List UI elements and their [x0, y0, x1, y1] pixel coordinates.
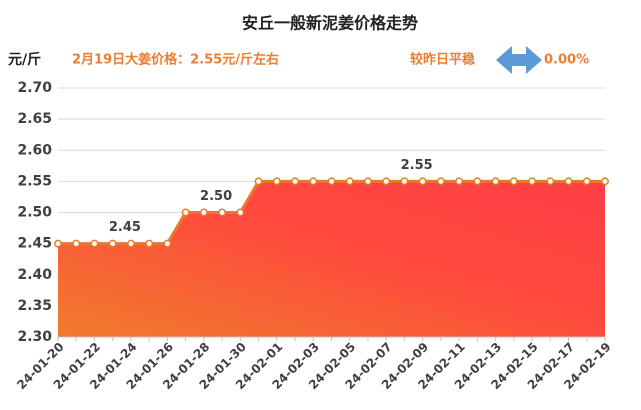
marker — [309, 177, 318, 186]
marker — [364, 177, 372, 186]
marker — [254, 177, 263, 186]
y-tick-label: 2.55 — [17, 173, 52, 189]
change-value: 0.00% — [544, 53, 589, 68]
marker — [199, 208, 208, 217]
marker — [582, 177, 591, 186]
marker — [145, 239, 154, 248]
marker — [382, 177, 391, 186]
marker — [546, 177, 555, 186]
y-tick-label: 2.30 — [17, 329, 52, 345]
marker — [108, 239, 117, 248]
value-label: 2.45 — [109, 220, 141, 235]
marker — [509, 177, 518, 186]
marker — [272, 177, 281, 186]
value-label: 2.55 — [401, 158, 433, 173]
marker — [455, 177, 464, 186]
change-label: 较昨日平稳 — [410, 52, 475, 68]
marker — [491, 177, 500, 186]
y-tick-label: 2.50 — [17, 205, 52, 221]
y-tick-label: 2.65 — [17, 111, 52, 127]
marker — [436, 177, 445, 186]
marker — [564, 177, 573, 186]
y-tick-label: 2.35 — [17, 298, 52, 314]
marker — [54, 239, 62, 248]
value-label: 2.50 — [200, 189, 232, 204]
marker — [126, 239, 135, 248]
area — [58, 181, 605, 337]
marker — [528, 177, 537, 186]
marker — [418, 177, 427, 186]
y-tick-label: 2.45 — [17, 236, 52, 252]
marker — [218, 208, 227, 217]
marker — [400, 177, 409, 186]
subtitle: 2月19日大姜价格：2.55元/斤左右 — [72, 52, 279, 68]
double-arrow-icon — [496, 46, 542, 74]
marker — [163, 239, 172, 248]
y-tick-label: 2.70 — [17, 80, 52, 96]
marker — [601, 177, 609, 186]
y-axis-label: 元/斤 — [8, 51, 41, 68]
marker — [473, 177, 482, 186]
y-tick-label: 2.40 — [17, 267, 52, 283]
marker — [90, 239, 99, 248]
marker — [327, 177, 336, 186]
chart-title: 安丘一般新泥姜价格走势 — [242, 14, 418, 33]
marker — [291, 177, 299, 186]
marker — [345, 177, 354, 186]
marker — [236, 208, 245, 217]
y-tick-label: 2.60 — [17, 142, 52, 158]
marker — [72, 239, 81, 248]
marker — [181, 208, 190, 217]
